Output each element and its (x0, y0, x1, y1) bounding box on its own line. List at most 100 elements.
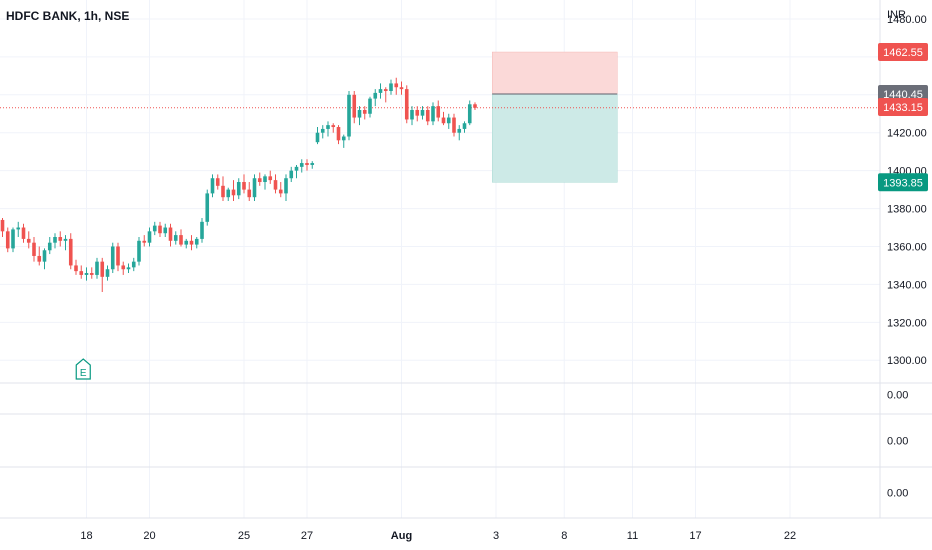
candle-body (215, 178, 220, 186)
candle-body (184, 240, 189, 245)
candle-body (121, 265, 126, 270)
candle-body (221, 185, 225, 198)
candle-body (37, 255, 42, 262)
time-axis: 18 20 25 27 Aug 3 8 11 17 22 (0, 517, 932, 542)
candle-body (173, 235, 178, 241)
candle-body (205, 193, 210, 222)
candle-body (441, 117, 446, 124)
candle-body (299, 163, 304, 167)
time-tick-label: 18 (80, 530, 92, 542)
candle-body (431, 106, 435, 122)
candle-body (357, 109, 362, 118)
candle-body (210, 178, 215, 194)
price-tick-label: 1480.00 (887, 14, 927, 26)
candle-body (11, 229, 15, 249)
position-tool (0, 51, 880, 183)
candle-body (310, 163, 315, 165)
candle-body (462, 123, 467, 129)
candle-body (268, 176, 273, 181)
candle-body (404, 89, 409, 120)
candle-body (284, 178, 288, 194)
candle-body (47, 242, 52, 251)
time-tick-label: 3 (493, 530, 499, 542)
candle-body (163, 227, 168, 234)
candle-body (5, 231, 10, 249)
stop-price-badge-bg (878, 43, 928, 62)
candle-body (341, 136, 346, 141)
candle-body (53, 237, 57, 243)
symbol-title[interactable]: HDFC BANK, 1h, NSE (6, 9, 130, 23)
candle-body (158, 225, 162, 234)
candle-body (100, 261, 105, 277)
last-price-badge-bg (878, 98, 928, 117)
earnings-flag-label: E (80, 368, 87, 379)
candle-body (131, 261, 136, 268)
candle-body (110, 246, 115, 270)
candle-body (226, 189, 231, 198)
candle-body (194, 238, 199, 245)
earnings-flag-shape (75, 358, 91, 380)
candle-body (362, 109, 367, 114)
candle-body (273, 180, 278, 190)
candle-body (326, 125, 330, 129)
candle-body (152, 225, 157, 232)
candle-body (425, 109, 430, 122)
candle-body (63, 238, 68, 241)
candle-body (137, 240, 141, 262)
candle-body (242, 182, 246, 190)
candle-body (142, 240, 147, 243)
stop-price-badge: 1462.55 (883, 47, 923, 59)
candle-body (436, 106, 441, 118)
price-tick-label: 1340.00 (887, 279, 927, 291)
candle-body (394, 83, 399, 88)
time-tick-label: 22 (784, 530, 796, 542)
candle-body (84, 273, 89, 275)
indicator-value: 0.00 (887, 488, 908, 500)
candle-body (352, 94, 357, 118)
candle-body (105, 269, 110, 277)
price-tick-label: 1380.00 (887, 204, 927, 216)
candle-body (32, 242, 36, 256)
candle-body (315, 132, 320, 143)
candle-body (446, 117, 451, 124)
candle-body (26, 238, 31, 243)
candle-body (263, 176, 267, 183)
earnings-flag-icon: E (75, 358, 91, 380)
time-tick-label: 27 (301, 530, 313, 542)
candle-body (410, 109, 414, 120)
candle-body (236, 182, 241, 196)
candle-body (289, 170, 294, 179)
time-tick-label: 17 (689, 530, 701, 542)
candle-body (179, 235, 183, 245)
candle-body (331, 125, 336, 128)
candle-body (0, 219, 5, 232)
candle-body (42, 250, 47, 262)
time-tick-label: Aug (391, 530, 412, 542)
candle-body (305, 163, 309, 165)
candle-body (278, 189, 283, 194)
candle-body (126, 267, 131, 270)
candle-body (16, 227, 21, 230)
candle-body (378, 89, 383, 93)
candle-body (21, 227, 26, 239)
time-tick-label: 25 (238, 530, 250, 542)
candle-body (467, 104, 472, 124)
candle-body (368, 98, 372, 114)
candle-body (116, 246, 120, 266)
candle-body (257, 178, 262, 183)
candlestick-series (0, 77, 477, 292)
price-tick-label: 1420.00 (887, 128, 927, 140)
candle-body (247, 189, 252, 198)
price-tick-label: 1360.00 (887, 241, 927, 253)
candle-body (58, 237, 63, 241)
price-tick-label: 1300.00 (887, 355, 927, 367)
candle-body (79, 271, 84, 275)
candle-body (399, 87, 404, 90)
candle-body (320, 128, 325, 133)
candle-body (457, 128, 462, 133)
indicator-value: 0.00 (887, 436, 908, 448)
candle-body (68, 238, 73, 266)
candle-body (473, 104, 477, 108)
